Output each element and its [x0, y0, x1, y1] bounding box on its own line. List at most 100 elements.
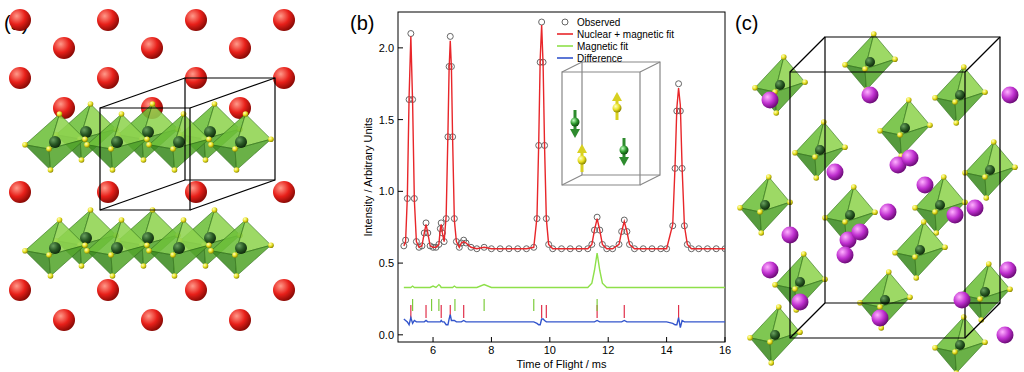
reflection-tick: [454, 299, 455, 311]
unit-cell: [100, 108, 190, 210]
atom: [273, 9, 295, 31]
atom: [792, 286, 798, 292]
legend-label: Nuclear + magnetic fit: [577, 29, 674, 40]
x-tick: [491, 337, 492, 342]
x-tick-label: 12: [602, 344, 614, 356]
atom: [837, 247, 854, 264]
atom: [48, 273, 54, 279]
atom: [144, 242, 150, 248]
unit-cell: [185, 78, 275, 180]
atom: [772, 282, 778, 288]
atom: [768, 360, 774, 366]
legend-symbol: [557, 57, 573, 59]
y-tick-label: 1.0: [379, 185, 394, 197]
atom: [821, 119, 827, 125]
atom: [203, 157, 209, 163]
unit-cell: [562, 175, 582, 185]
atom: [862, 87, 879, 104]
x-tick: [549, 337, 550, 342]
atom: [273, 181, 295, 203]
atom: [782, 227, 799, 244]
atom: [961, 64, 967, 70]
atom: [982, 174, 988, 180]
atom: [110, 273, 116, 279]
atom: [46, 252, 52, 258]
atom: [79, 157, 85, 163]
spin-arrow-head: [570, 129, 580, 138]
atom: [801, 251, 807, 257]
atom: [88, 207, 94, 213]
atom: [907, 294, 913, 300]
atom: [952, 99, 958, 105]
atom: [235, 136, 247, 148]
atom: [827, 164, 844, 181]
atom: [208, 142, 214, 148]
atom: [172, 167, 178, 173]
atom: [852, 224, 869, 241]
y-tick-label: 1.5: [379, 114, 394, 126]
atom: [760, 200, 770, 210]
atom: [877, 128, 883, 134]
atom: [243, 111, 249, 117]
atom: [620, 146, 629, 155]
unit-cell: [582, 62, 660, 175]
atom: [900, 123, 910, 133]
reflection-tick: [463, 305, 464, 318]
atom: [57, 217, 63, 223]
y-tick: [398, 334, 403, 335]
data-point: [447, 33, 453, 39]
unit-cell: [562, 62, 582, 72]
atom: [766, 174, 772, 180]
atom: [954, 292, 971, 309]
unit-cell: [190, 78, 275, 108]
atom: [927, 122, 933, 128]
atom: [48, 167, 54, 173]
atom: [141, 157, 147, 163]
data-point: [539, 19, 545, 25]
atom: [9, 279, 31, 301]
atom: [982, 339, 988, 345]
atom: [144, 136, 150, 142]
atom: [97, 9, 119, 31]
unit-cell: [100, 78, 185, 108]
atom: [111, 242, 123, 254]
reflection-tick: [533, 299, 534, 311]
unit-cell: [790, 72, 965, 338]
atom: [141, 263, 147, 269]
panel-b-chart: 68101214160.00.51.01.52.0Time of Flight …: [362, 12, 731, 370]
legend-label: Observed: [577, 17, 620, 28]
atom: [53, 309, 75, 331]
data-point: [408, 31, 414, 37]
atom: [22, 248, 28, 254]
atom: [792, 150, 798, 156]
atom: [952, 349, 958, 355]
atom: [1002, 87, 1019, 104]
atom: [22, 142, 28, 148]
series-line: [404, 25, 725, 249]
x-tick-label: 16: [719, 344, 731, 356]
atom: [57, 111, 63, 117]
atom: [871, 31, 877, 37]
atom: [79, 263, 85, 269]
atom: [111, 136, 123, 148]
atom: [991, 139, 997, 145]
atom: [613, 104, 622, 113]
atom: [110, 167, 116, 173]
atom: [802, 79, 808, 85]
atom: [578, 156, 587, 165]
atom: [97, 67, 119, 89]
atom: [983, 195, 989, 201]
atom: [917, 177, 934, 194]
atom: [185, 279, 207, 301]
atom: [268, 242, 274, 248]
atom: [862, 66, 868, 72]
atom: [185, 181, 207, 203]
atom: [234, 273, 240, 279]
atom: [82, 136, 88, 142]
atom: [932, 95, 938, 101]
atom: [762, 262, 779, 279]
atom: [84, 248, 90, 254]
atom: [953, 370, 959, 372]
atom: [232, 252, 238, 258]
atom: [980, 287, 990, 297]
